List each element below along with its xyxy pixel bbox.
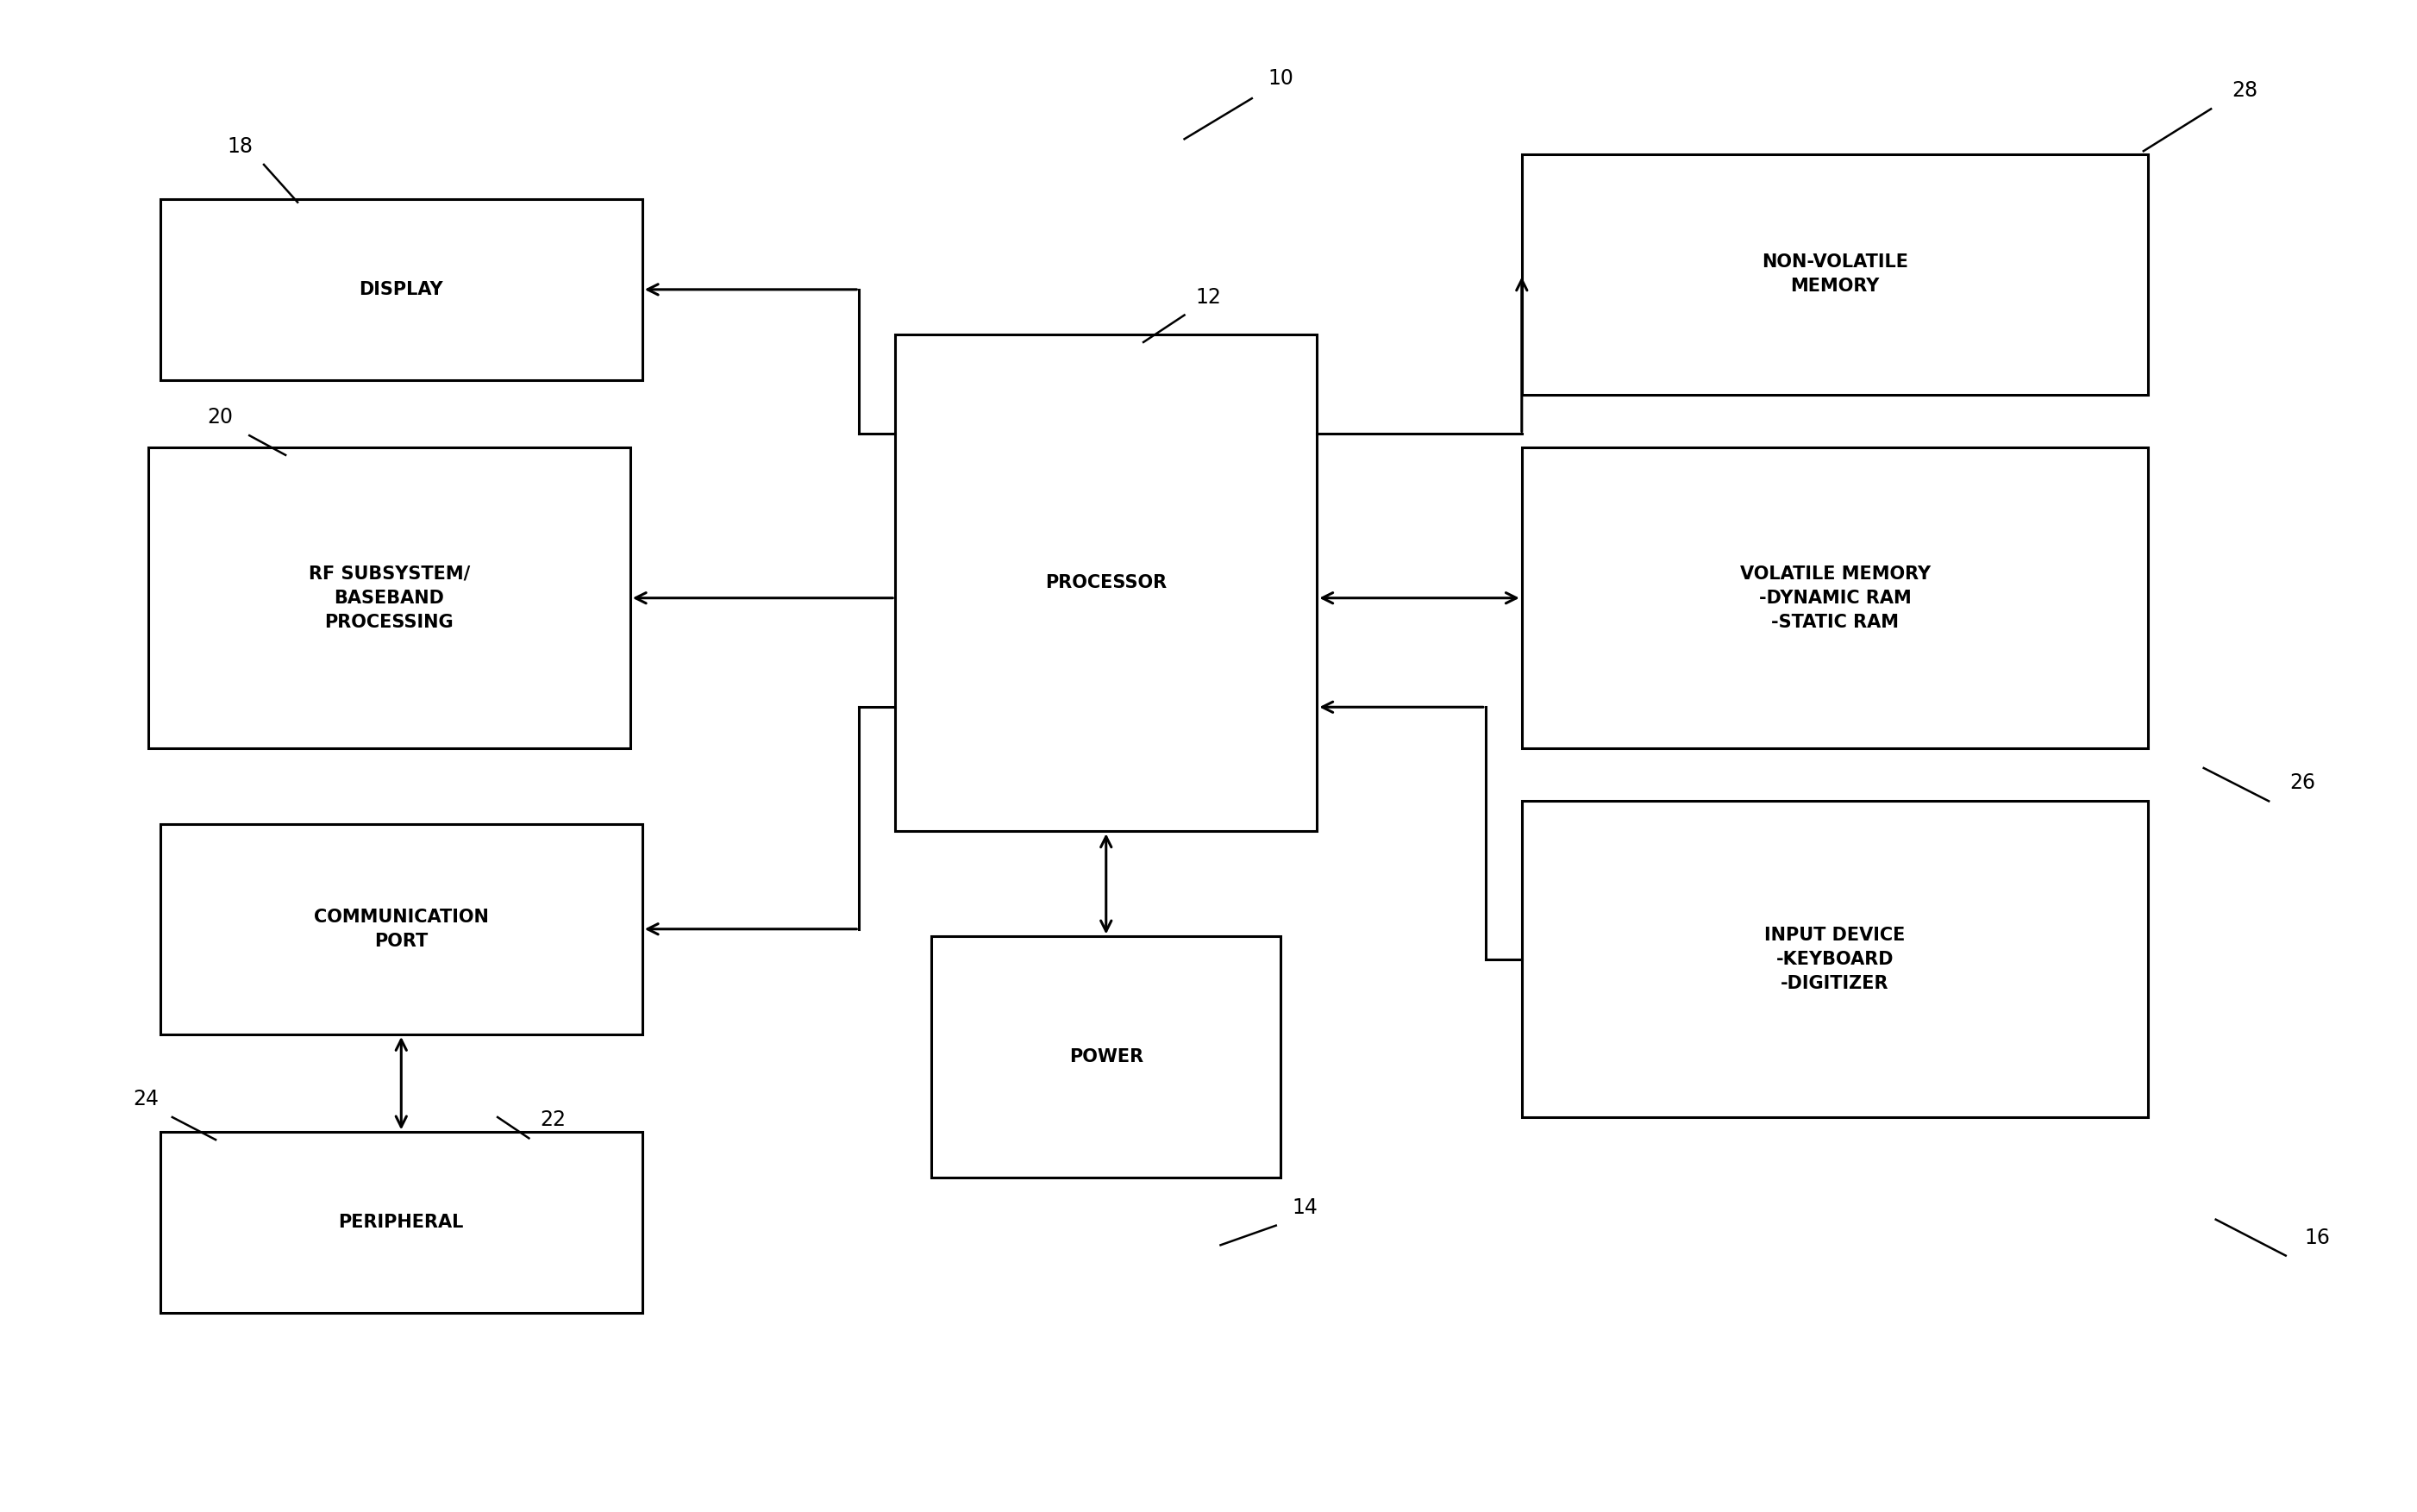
Text: POWER: POWER [1068,1048,1143,1066]
Text: 16: 16 [2303,1228,2330,1247]
Text: 14: 14 [1293,1198,1317,1217]
Bar [894,334,1317,832]
Text: COMMUNICATION
PORT: COMMUNICATION PORT [314,909,488,950]
Bar [1523,448,2149,748]
Text: 24: 24 [133,1089,160,1110]
Text: 18: 18 [227,136,254,157]
Bar [147,448,631,748]
Text: 28: 28 [2231,80,2257,101]
Text: 26: 26 [2289,773,2315,794]
Text: DISPLAY: DISPLAY [360,281,442,298]
Text: NON-VOLATILE
MEMORY: NON-VOLATILE MEMORY [1762,254,1909,295]
Text: RF SUBSYSTEM/
BASEBAND
PROCESSING: RF SUBSYSTEM/ BASEBAND PROCESSING [309,565,469,631]
Text: 12: 12 [1196,287,1221,307]
Bar [1523,801,2149,1117]
Bar [160,824,643,1034]
Bar [160,200,643,380]
Bar [931,936,1281,1178]
Text: 22: 22 [539,1110,566,1131]
Bar [160,1132,643,1312]
Text: 10: 10 [1269,68,1293,89]
Text: PERIPHERAL: PERIPHERAL [338,1214,464,1231]
Bar [1523,154,2149,395]
Text: VOLATILE MEMORY
-DYNAMIC RAM
-STATIC RAM: VOLATILE MEMORY -DYNAMIC RAM -STATIC RAM [1740,565,1931,631]
Text: PROCESSOR: PROCESSOR [1044,575,1167,591]
Text: 20: 20 [208,407,234,428]
Text: INPUT DEVICE
-KEYBOARD
-DIGITIZER: INPUT DEVICE -KEYBOARD -DIGITIZER [1764,927,1905,992]
